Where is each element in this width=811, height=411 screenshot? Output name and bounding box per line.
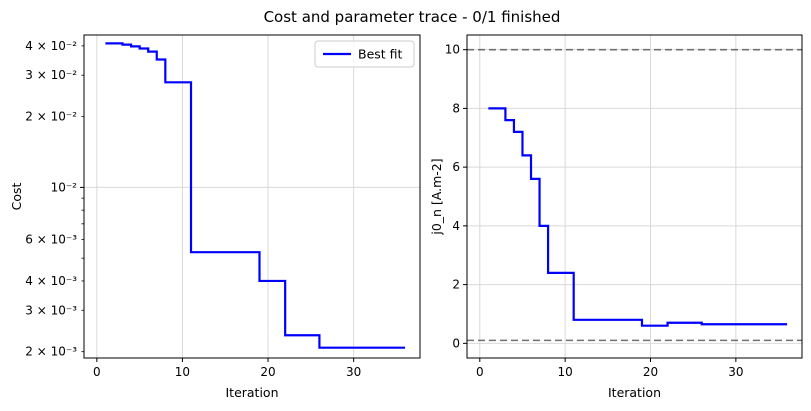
y-minor-tick-label: 3 × 10⁻²: [25, 68, 77, 82]
x-axis-label: Iteration: [608, 385, 661, 400]
y-axis-label: j0_n [A.m-2]: [429, 158, 444, 235]
series-line: [488, 107, 788, 327]
x-tick-label: 30: [728, 365, 743, 379]
y-minor-tick-label: 4 × 10⁻²: [25, 39, 77, 53]
y-axis-label: Cost: [9, 183, 24, 211]
x-axis-label: Iteration: [225, 385, 278, 400]
parameter-axes: 0 10 20 30 0 2 4 6 8 10 Iteration j0_n [A.m-2]: [429, 34, 803, 400]
x-tick-label: 10: [175, 365, 190, 379]
y-tick-label: 0: [452, 336, 460, 350]
x-tick-label: 0: [476, 365, 484, 379]
x-tick-label: 20: [260, 365, 275, 379]
y-tick-label: 10⁻²: [51, 180, 78, 194]
y-tick-label: 10: [445, 43, 460, 57]
y-tick-label: 6: [452, 160, 460, 174]
legend-box: [314, 40, 415, 68]
y-minor-tick-label: 6 × 10⁻³: [25, 233, 77, 247]
legend-label: Best fit: [358, 47, 403, 62]
series-line: [105, 42, 406, 349]
y-minor-tick-label: 3 × 10⁻³: [25, 303, 77, 317]
y-tick-label: 4: [452, 219, 460, 233]
x-tick-label: 20: [643, 365, 658, 379]
axes-frame: [83, 34, 421, 359]
y-tick-label: 8: [452, 101, 460, 115]
y-minor-tick-label: 2 × 10⁻³: [25, 345, 77, 359]
x-tick-label: 10: [558, 365, 573, 379]
y-minor-tick-label: 2 × 10⁻²: [25, 110, 77, 124]
figure-title: Cost and parameter trace - 0/1 finished: [264, 8, 561, 26]
x-tick-label: 30: [346, 365, 361, 379]
y-tick-label: 2: [452, 278, 460, 292]
cost-axes: 0 10 20 30 10⁻² 2 × 10⁻³ 3 × 10⁻³ 4 × 10⁻³ 6 × 1…: [9, 34, 421, 400]
x-tick-label: 0: [93, 365, 101, 379]
axes-frame: [466, 34, 803, 359]
y-minor-tick-label: 4 × 10⁻³: [25, 274, 77, 288]
